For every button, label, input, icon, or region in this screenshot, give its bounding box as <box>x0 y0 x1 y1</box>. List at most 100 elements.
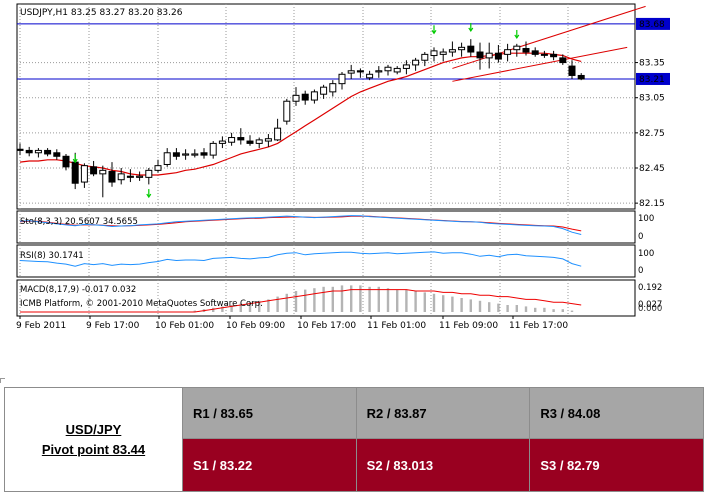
macd-grid <box>19 280 569 316</box>
candle-body <box>384 66 392 72</box>
trend-channel <box>452 5 646 82</box>
candle-body <box>209 142 217 156</box>
candle-body <box>476 51 484 59</box>
candle-body <box>347 70 355 74</box>
rsi-label: RSI(8) 30.1741 <box>20 251 84 261</box>
macd-bar <box>322 286 325 312</box>
candle-body <box>71 161 79 184</box>
candle-body <box>99 169 107 175</box>
resistance-2: R2 / 83.87 <box>355 387 531 439</box>
candle-body <box>255 139 263 144</box>
macd-bar <box>451 296 454 312</box>
candle-body <box>283 100 291 122</box>
candle-body <box>310 91 318 101</box>
time-tick-label: 11 Feb 01:00 <box>367 321 426 331</box>
macd-label: MACD(8,17,9) -0.017 0.032 <box>20 285 136 295</box>
rsi-scale-min: 0 <box>638 266 643 276</box>
currency-pair: USD/JPY <box>65 421 122 437</box>
macd-bar <box>460 298 463 312</box>
candle-body <box>301 93 309 101</box>
candle-body <box>329 83 337 93</box>
table-anchor-mark <box>0 378 5 383</box>
price-axis: 83.35 83.05 82.75 82.45 82.15 <box>635 59 665 209</box>
macd-bar <box>478 300 482 312</box>
macd-bar <box>193 310 196 312</box>
candle-body <box>274 127 282 141</box>
macd-bar <box>414 291 417 312</box>
candle-body <box>191 153 199 156</box>
arrow-head <box>514 34 520 40</box>
rsi-scale-max: 100 <box>638 249 654 259</box>
macd-bar <box>350 285 353 312</box>
candle-body <box>458 46 466 51</box>
macd-bar <box>276 296 279 312</box>
price-tick-label: 82.75 <box>639 129 665 139</box>
arrow-head <box>468 27 474 33</box>
arrow-head <box>431 29 437 35</box>
candle-body <box>393 67 401 73</box>
candle-body <box>568 65 576 76</box>
macd-bar <box>368 286 371 312</box>
macd-bar <box>340 285 344 312</box>
candle-body <box>559 57 567 64</box>
main-grid <box>17 4 635 209</box>
macd-bar <box>221 306 224 312</box>
macd-bar <box>212 307 215 312</box>
candle-body <box>90 166 98 175</box>
stochastic-scale-min: 0 <box>638 232 643 242</box>
time-axis: 9 Feb 2011 9 Feb 17:00 10 Feb 01:00 10 Feb … <box>16 316 568 331</box>
candle-body <box>522 48 530 53</box>
candle-body <box>62 155 70 168</box>
candle-body <box>540 53 548 56</box>
resistance-3: R3 / 84.08 <box>529 387 704 439</box>
time-tick-label: 10 Feb 17:00 <box>297 321 356 331</box>
price-tick-label: 83.35 <box>639 59 665 69</box>
macd-signal-line <box>20 289 582 313</box>
candle-body <box>80 165 88 183</box>
pivot-label-cell: USD/JPY Pivot point 83.44 <box>4 387 183 492</box>
time-tick-label: 11 Feb 17:00 <box>509 321 568 331</box>
candle-body <box>485 52 493 59</box>
fractal-arrows <box>72 22 520 199</box>
candle-body <box>550 53 558 58</box>
pivot-point: Pivot point 83.44 <box>41 441 146 457</box>
candle-body <box>375 70 383 73</box>
time-tick-label: 9 Feb 17:00 <box>86 321 140 331</box>
macd-bar <box>294 291 298 312</box>
time-tick-label: 10 Feb 01:00 <box>155 321 214 331</box>
candle-body <box>34 149 42 154</box>
channel-lower-line <box>452 46 628 82</box>
price-tick-label: 82.45 <box>639 164 665 174</box>
stochastic-main-line <box>19 215 582 235</box>
macd-bar <box>396 289 399 312</box>
stochastic-scale-max: 100 <box>638 214 654 224</box>
candle-body <box>228 137 236 143</box>
channel-upper-line <box>452 5 646 69</box>
macd-bar <box>423 292 426 312</box>
macd-bar <box>405 289 408 312</box>
price-label: 83.21 <box>639 75 665 85</box>
candle-body <box>366 73 374 79</box>
candle-body <box>504 49 512 55</box>
candle-body <box>448 49 456 53</box>
macd-bar <box>442 295 445 312</box>
macd-bar <box>488 302 491 312</box>
candle-body <box>108 171 116 183</box>
candle-body <box>467 45 475 53</box>
candle-body <box>531 50 539 55</box>
stochastic-grid <box>19 211 569 243</box>
candle-body <box>320 86 328 95</box>
macd-bar <box>497 303 500 312</box>
macd-bar <box>285 293 288 312</box>
candle-body <box>577 74 585 80</box>
candle-body <box>126 175 134 178</box>
candle-body <box>513 45 521 51</box>
macd-bar <box>239 303 242 312</box>
macd-bar <box>570 310 574 312</box>
stochastic-label: Sto(8,3,3) 20.5607 34.5655 <box>20 217 138 227</box>
rsi-pane-frame <box>16 244 636 278</box>
macd-bar <box>359 285 362 312</box>
support-1: S1 / 83.22 <box>182 438 357 492</box>
price-tick-label: 83.05 <box>639 94 665 104</box>
candle-body <box>182 153 190 156</box>
